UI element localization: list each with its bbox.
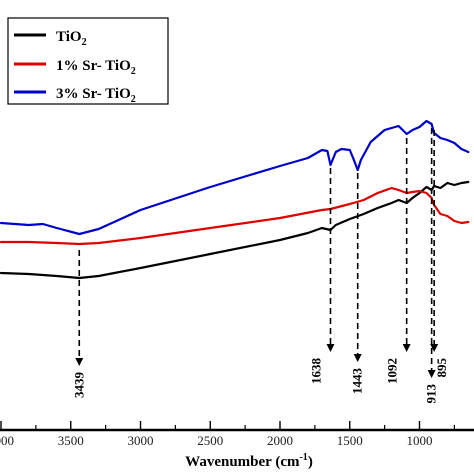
- peak-label-3439: 3439: [71, 372, 86, 399]
- legend: TiO2 1% Sr- TiO2 3% Sr- TiO2: [7, 17, 169, 105]
- peak-arrow-895: [430, 344, 439, 352]
- peak-arrow-1443: [353, 354, 362, 362]
- peak-arrow-1092: [402, 344, 411, 352]
- annotation-layer: 3439 1638 1443 1092 913 895: [71, 128, 449, 404]
- x-tick-label-3500: 3500: [58, 433, 84, 448]
- legend-box: [7, 17, 169, 105]
- peak-label-1092: 1092: [385, 358, 400, 384]
- peak-label-1443: 1443: [350, 368, 365, 395]
- series-line-1pct-sr-tio2: [0, 186, 470, 246]
- x-tick-label-2500: 2500: [197, 433, 223, 448]
- legend-label-tio2: TiO2: [56, 29, 87, 48]
- peak-label-913: 913: [424, 384, 439, 404]
- x-tick-label-1500: 1500: [337, 433, 363, 448]
- peak-arrow-3439: [75, 358, 84, 366]
- peak-label-895: 895: [434, 358, 449, 378]
- x-tick-label-2000: 2000: [267, 433, 293, 448]
- legend-label-1pct-sr-tio2: 1% Sr- TiO2: [56, 58, 136, 77]
- x-axis: 4000 3500 3000 2500 2000 1500 1000: [0, 421, 455, 448]
- series-layer: [0, 119, 470, 280]
- x-tick-label-1000: 1000: [407, 433, 433, 448]
- x-axis-title: Wavenumber (cm-1): [185, 452, 313, 470]
- peak-arrow-1638: [326, 344, 335, 352]
- peak-arrow-913: [427, 370, 436, 378]
- series-line-tio2: [0, 180, 470, 280]
- legend-label-3pct-sr-tio2: 3% Sr- TiO2: [56, 86, 136, 105]
- series-line-3pct-sr-tio2: [0, 119, 470, 236]
- x-tick-label-4000: 4000: [0, 433, 14, 448]
- peak-label-1638: 1638: [308, 358, 323, 385]
- x-tick-label-3000: 3000: [128, 433, 154, 448]
- plot-frame: [0, 428, 474, 432]
